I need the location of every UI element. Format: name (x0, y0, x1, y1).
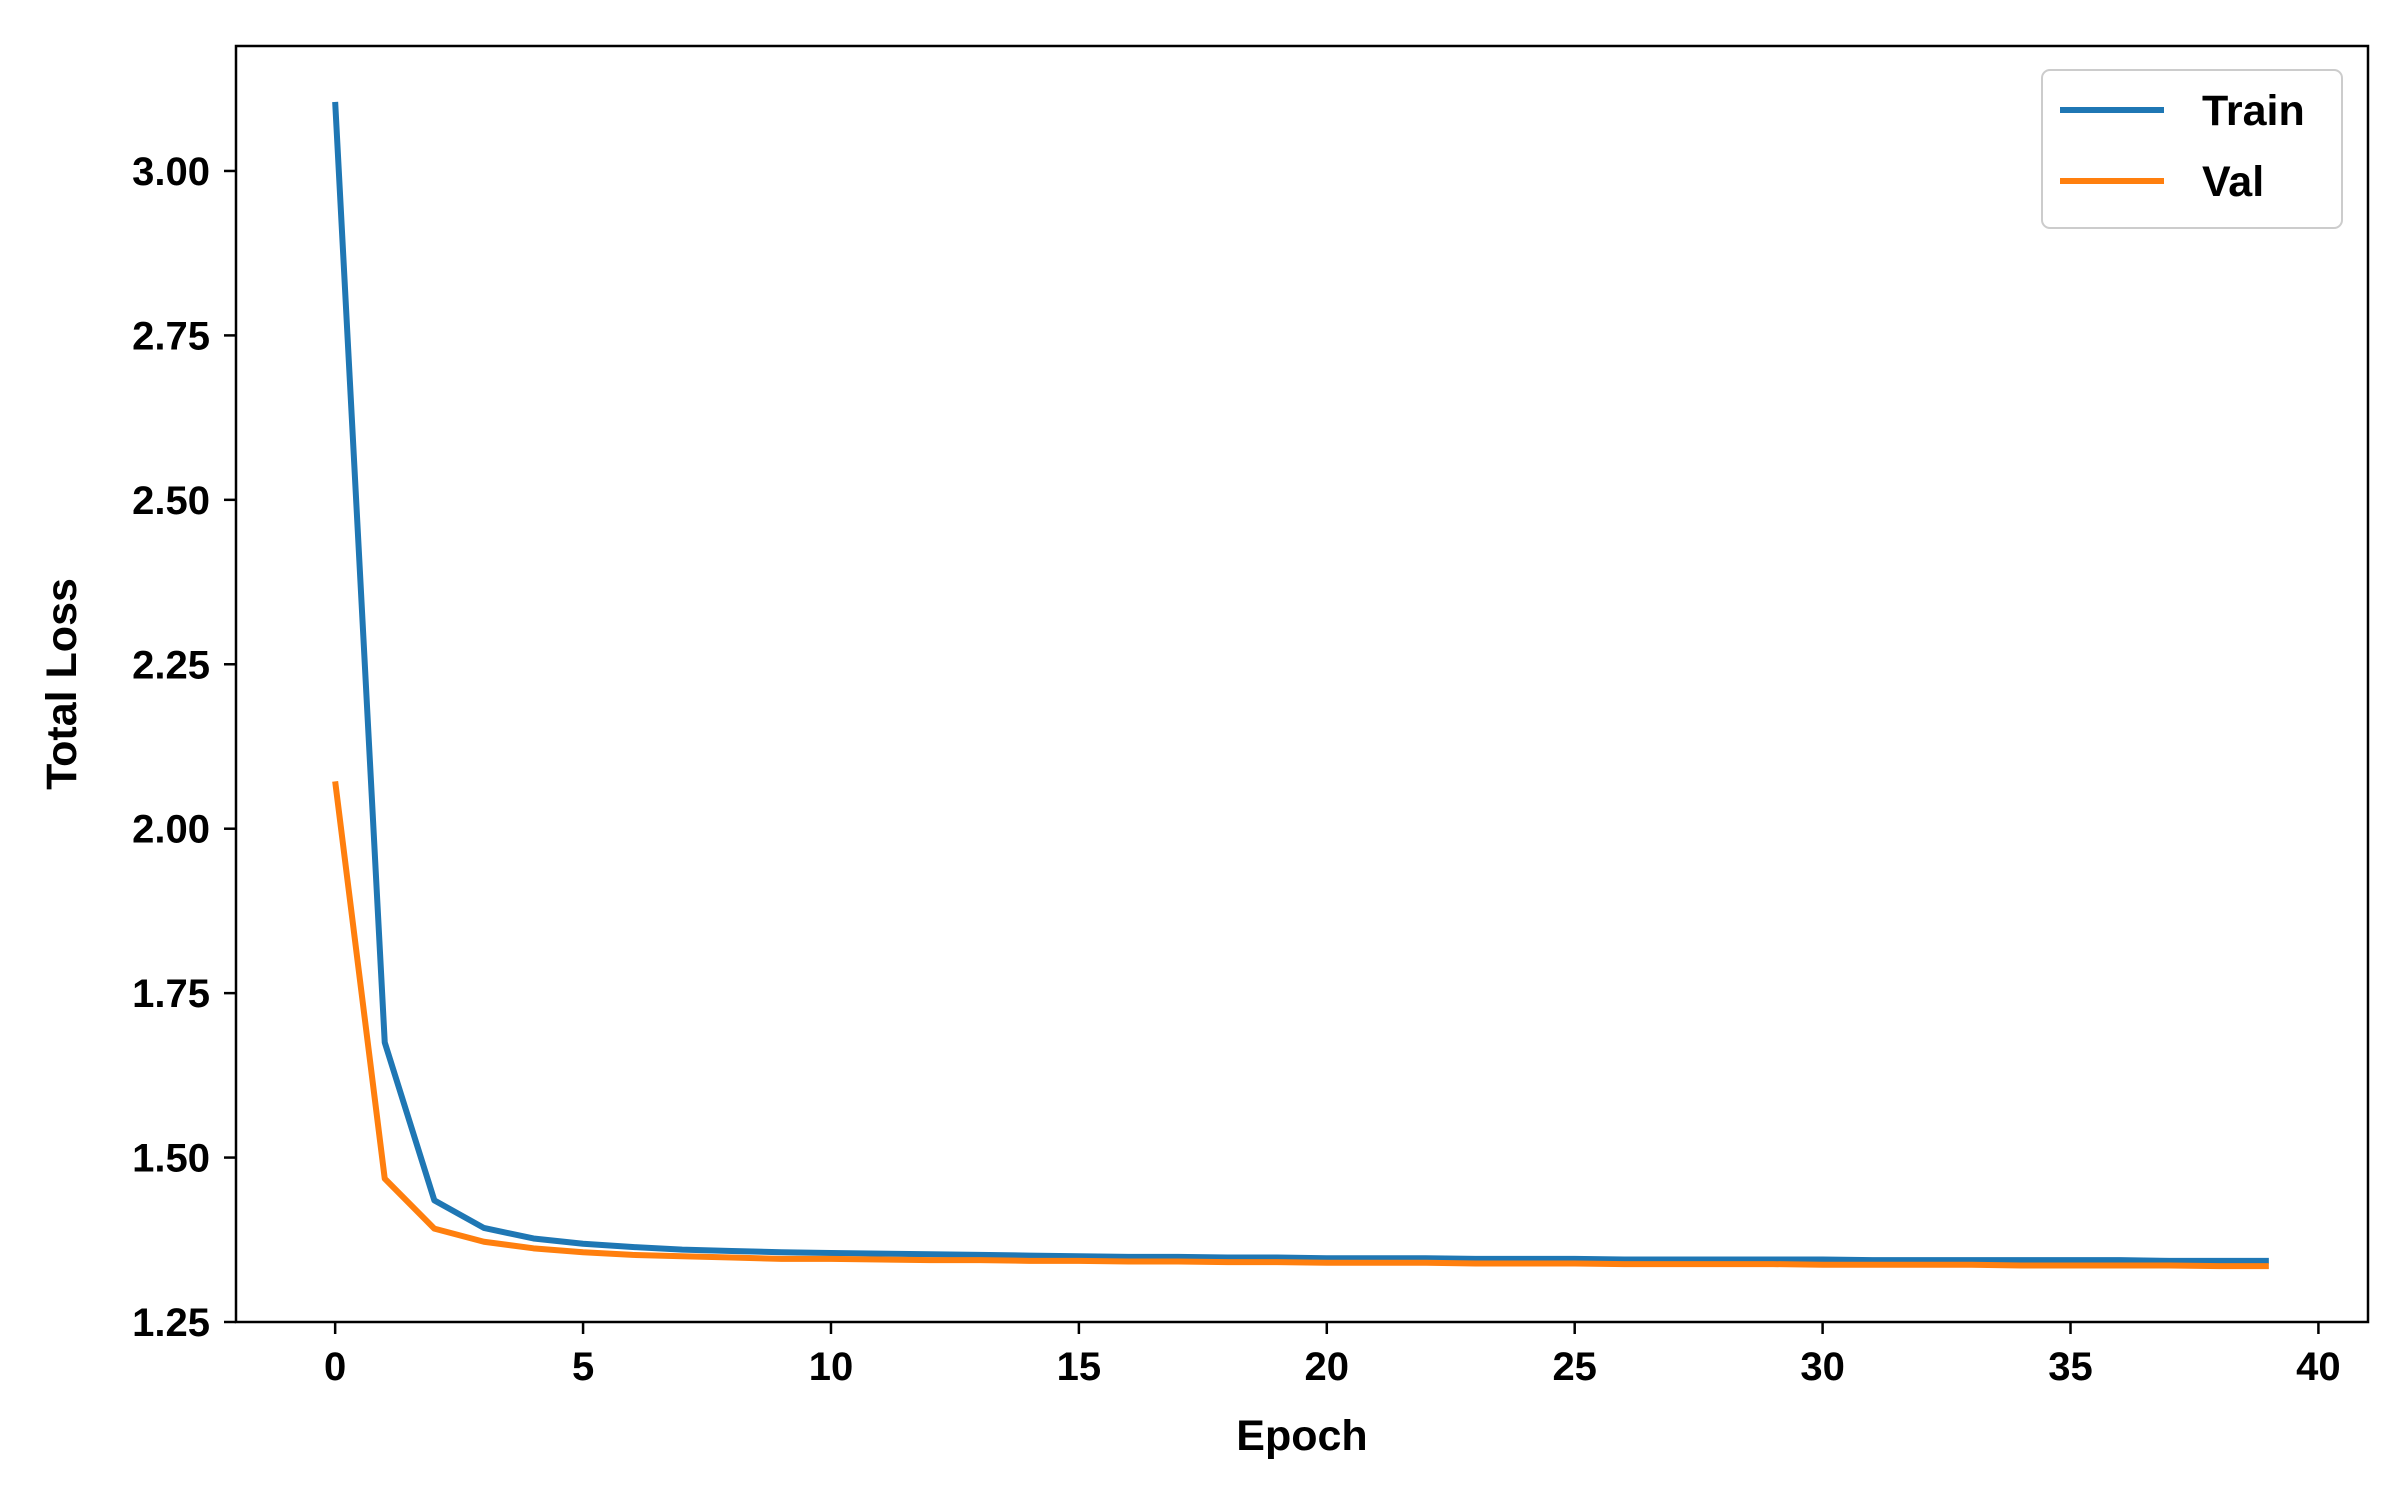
legend: Train Val (2041, 69, 2343, 229)
y-tick-label: 3.00 (132, 150, 210, 194)
series-layer (332, 101, 2269, 1270)
y-tick-label: 2.00 (132, 808, 210, 852)
x-tick-label: 20 (1305, 1345, 1350, 1389)
plot-frame (234, 44, 2370, 1324)
y-tick-label: 1.75 (132, 972, 210, 1016)
y-tick-label: 2.75 (132, 314, 210, 358)
x-tick-label: 25 (1552, 1345, 1597, 1389)
x-tick-label: 30 (1800, 1345, 1845, 1389)
x-tick-label: 40 (2296, 1345, 2341, 1389)
y-axis-label: Total Loss (38, 578, 86, 790)
y-tick-label: 1.50 (132, 1137, 210, 1181)
x-axis-ticks: 0 5 10 15 20 25 30 35 40 (324, 1322, 2341, 1389)
series-line-val (332, 780, 2269, 1270)
legend-label-train: Train (2202, 87, 2305, 135)
legend-label-val: Val (2202, 158, 2264, 206)
x-tick-label: 10 (809, 1345, 854, 1389)
x-axis-label: Epoch (1236, 1412, 1367, 1460)
x-tick-label: 15 (1057, 1345, 1102, 1389)
y-axis-ticks: 1.25 1.50 1.75 2.00 2.25 2.50 2.75 3.00 (132, 150, 236, 1345)
y-tick-label: 1.25 (132, 1301, 210, 1345)
x-tick-label: 35 (2048, 1345, 2093, 1389)
x-tick-label: 5 (572, 1345, 594, 1389)
x-tick-label: 0 (324, 1345, 346, 1389)
y-tick-label: 2.50 (132, 479, 210, 523)
series-line-train (332, 101, 2269, 1264)
y-tick-label: 2.25 (132, 643, 210, 687)
